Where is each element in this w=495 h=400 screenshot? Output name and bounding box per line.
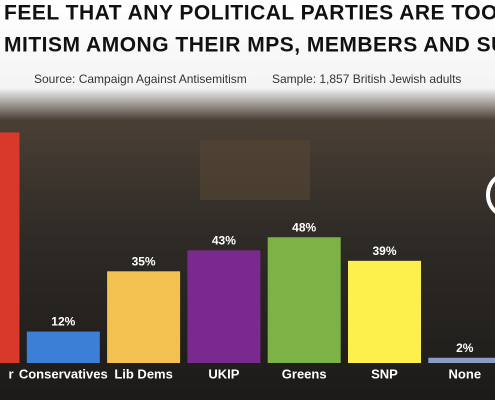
bar [0, 132, 20, 363]
background-detail [200, 140, 310, 200]
x-tick-label: r [8, 366, 13, 381]
value-label: 43% [212, 234, 236, 248]
bar [26, 331, 100, 363]
chart-title: FEEL THAT ANY POLITICAL PARTIES ARE TOO … [4, 2, 495, 25]
bar [428, 357, 495, 363]
value-label: 35% [132, 254, 156, 268]
x-tick-label: None [449, 366, 482, 381]
x-tick-label: UKIP [208, 366, 239, 381]
bar [267, 237, 341, 363]
logo [486, 176, 495, 214]
bar [348, 260, 421, 363]
x-tick-label: SNP [371, 366, 398, 381]
source: Source: Campaign Against Antisemitism [34, 72, 247, 86]
sample: Sample: 1,857 British Jewish adults [272, 72, 461, 86]
x-tick-label: Conservatives [19, 366, 108, 381]
value-label: 48% [292, 220, 316, 234]
bar [187, 250, 261, 363]
bar [107, 271, 181, 363]
x-tick-label: Lib Dems [114, 366, 173, 381]
value-label: 39% [372, 244, 396, 258]
value-label: 12% [51, 315, 75, 329]
chart-title: MITISM AMONG THEIR MPS, MEMBERS AND SUPP… [4, 34, 495, 57]
x-tick-label: Greens [282, 366, 327, 381]
value-label: 2% [456, 341, 474, 355]
